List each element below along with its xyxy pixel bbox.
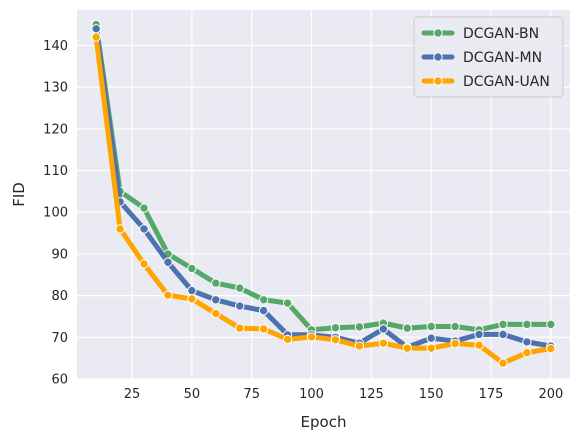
series-dcgan-uan xyxy=(91,32,556,368)
y-tick-label: 80 xyxy=(51,289,68,304)
data-point xyxy=(330,323,341,333)
data-point xyxy=(258,324,269,334)
data-point xyxy=(139,203,149,213)
data-point xyxy=(306,332,317,342)
data-point xyxy=(498,319,508,330)
data-point xyxy=(211,295,221,305)
x-tick-label: 50 xyxy=(184,387,201,402)
data-point xyxy=(426,343,436,353)
data-point xyxy=(378,338,389,348)
data-point xyxy=(546,319,556,330)
y-tick-label: 140 xyxy=(43,39,68,54)
legend-entry: DCGAN-BN xyxy=(421,26,539,42)
data-point xyxy=(258,305,269,316)
legend: DCGAN-BN DCGAN-MN DCGAN-UAN xyxy=(413,16,564,98)
data-point xyxy=(211,278,221,288)
legend-marker xyxy=(433,52,443,62)
data-point xyxy=(187,294,197,304)
x-tick-label: 75 xyxy=(243,387,260,402)
y-tick-label: 120 xyxy=(43,122,68,137)
data-point xyxy=(402,323,412,333)
data-point xyxy=(378,324,389,334)
data-point xyxy=(522,348,532,358)
data-point xyxy=(211,308,221,319)
x-tick-label: 100 xyxy=(299,387,324,402)
data-point xyxy=(235,301,245,311)
y-tick-label: 130 xyxy=(43,81,68,96)
data-point xyxy=(354,341,365,351)
data-point xyxy=(450,321,460,332)
x-axis-label: Epoch xyxy=(301,413,347,431)
y-tick-label: 60 xyxy=(51,373,68,388)
data-point xyxy=(450,338,460,349)
y-tick-label: 90 xyxy=(51,247,68,262)
data-point xyxy=(91,32,101,42)
data-point xyxy=(474,340,484,350)
data-point xyxy=(546,343,556,354)
data-point xyxy=(258,295,269,305)
data-point xyxy=(163,257,173,267)
data-point xyxy=(163,290,173,300)
legend-label: DCGAN-MN xyxy=(463,50,542,66)
y-axis-label: FID xyxy=(10,182,28,207)
data-point xyxy=(187,285,197,296)
data-point xyxy=(187,263,197,274)
data-point xyxy=(235,283,245,293)
y-tick-label: 110 xyxy=(43,164,68,179)
legend-marker xyxy=(433,76,443,86)
legend-box xyxy=(413,16,564,98)
legend-label: DCGAN-UAN xyxy=(463,74,550,90)
data-point xyxy=(474,329,484,340)
data-point xyxy=(139,224,149,234)
data-point xyxy=(91,24,101,34)
data-point xyxy=(498,329,508,340)
x-tick-label: 125 xyxy=(359,387,384,402)
legend-label: DCGAN-BN xyxy=(463,26,539,42)
legend-entry: DCGAN-MN xyxy=(421,50,542,66)
x-tick-label: 175 xyxy=(479,387,504,402)
data-point xyxy=(426,321,436,332)
data-point xyxy=(522,337,532,347)
data-point xyxy=(426,333,436,343)
data-point xyxy=(330,335,341,345)
x-tick-label: 25 xyxy=(124,387,141,402)
series-layer xyxy=(91,19,556,368)
y-tick-label: 70 xyxy=(51,331,68,346)
x-tick-label: 150 xyxy=(419,387,444,402)
x-tick-label: 200 xyxy=(538,387,563,402)
tick-labels: 25 50 75 100 125 150 175 200 60 70 80 90 100 110 120 13… xyxy=(43,39,563,402)
data-point xyxy=(402,343,412,353)
data-point xyxy=(282,334,293,345)
legend-marker xyxy=(433,28,443,38)
data-point xyxy=(115,224,125,234)
data-point xyxy=(139,259,149,269)
data-point xyxy=(522,319,532,330)
data-point xyxy=(354,322,365,332)
data-point xyxy=(498,358,508,368)
data-point xyxy=(235,323,245,333)
data-point xyxy=(282,298,293,308)
y-tick-label: 100 xyxy=(43,206,68,221)
legend-entry: DCGAN-UAN xyxy=(421,74,550,90)
